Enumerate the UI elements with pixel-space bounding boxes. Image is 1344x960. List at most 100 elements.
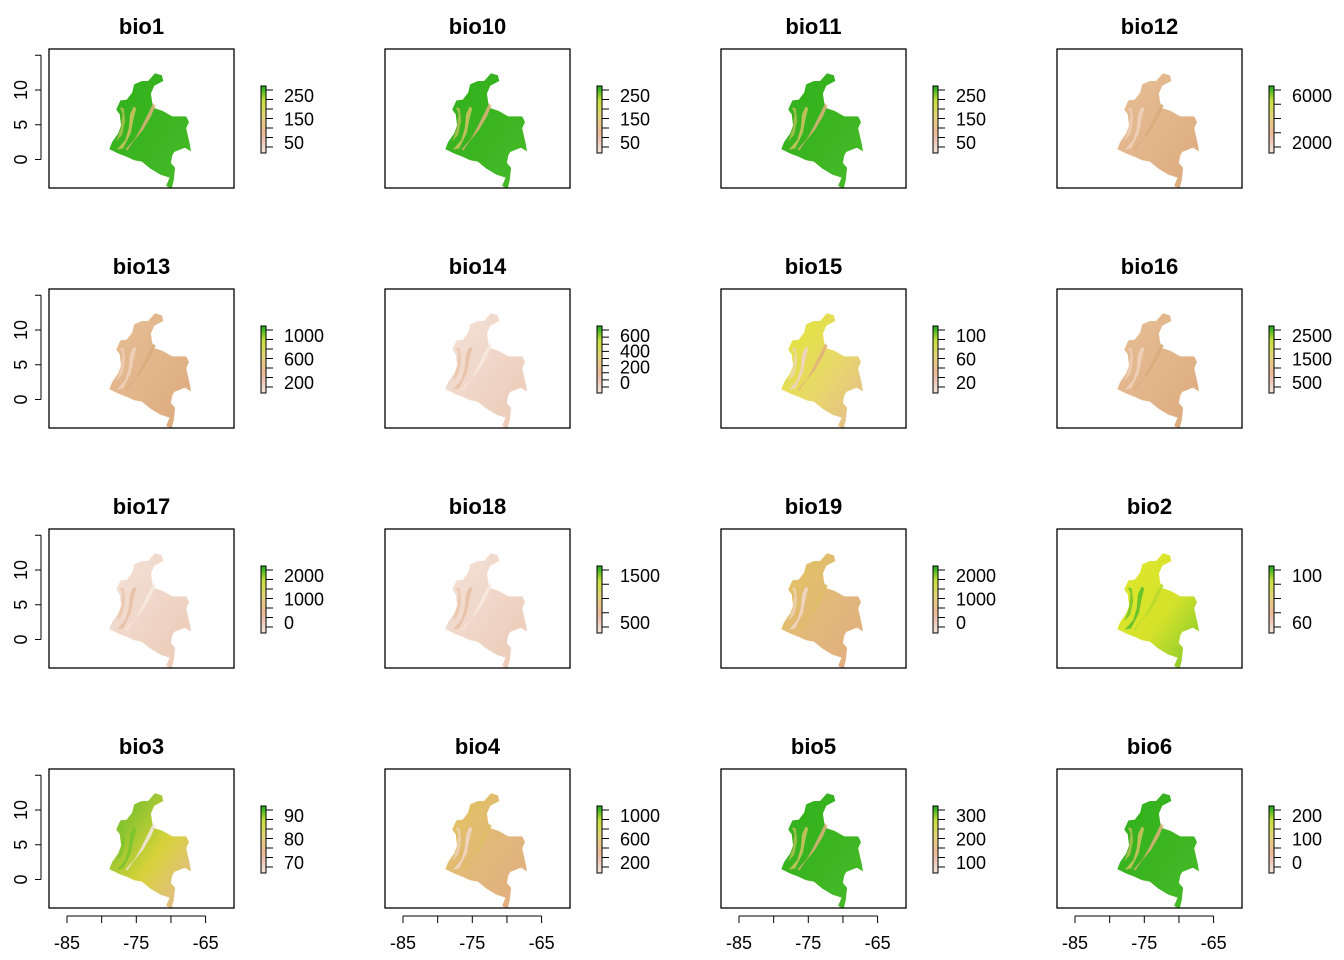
legend-bar	[596, 85, 603, 154]
plot-frame	[384, 528, 571, 669]
cordillera-band	[1133, 103, 1164, 151]
panel-title: bio3	[119, 734, 164, 759]
raster-map	[781, 553, 863, 669]
legend-bar	[1268, 805, 1275, 874]
plot-frame	[720, 48, 907, 189]
legend-label: 2000	[956, 566, 996, 586]
raster-map	[445, 793, 527, 909]
cordillera-band	[116, 586, 137, 630]
panel-title: bio12	[1121, 14, 1178, 39]
x-tick-label: -85	[390, 933, 416, 953]
panel-title: bio17	[113, 494, 170, 519]
cordillera-band	[116, 826, 137, 870]
plot-frame	[1056, 528, 1243, 669]
cordillera-band	[461, 583, 492, 631]
panel-title: bio15	[785, 254, 842, 279]
legend-label: 600	[620, 830, 650, 850]
cordillera-band	[797, 583, 828, 631]
x-tick-label: -75	[459, 933, 485, 953]
pacific-band	[1124, 347, 1134, 382]
legend-label: 1500	[620, 566, 660, 586]
pacific-band	[452, 107, 462, 142]
y-tick-label: 0	[11, 154, 31, 164]
y-tick-label: 5	[11, 600, 31, 610]
plot-frame	[1056, 48, 1243, 189]
cordillera-band	[116, 346, 137, 390]
legend-label: 2000	[1292, 133, 1332, 153]
raster-map	[109, 793, 191, 909]
cordillera-band	[452, 826, 473, 870]
cordillera-band	[1133, 583, 1164, 631]
plot-frame	[720, 768, 907, 909]
legend-label: 1500	[1292, 350, 1332, 370]
legend-label: 150	[956, 110, 986, 130]
legend-label: 80	[284, 830, 304, 850]
cordillera-band	[1133, 343, 1164, 391]
raster-map	[781, 73, 863, 189]
plot-frame	[48, 48, 235, 189]
legend-colorbar: 50 150 250	[260, 85, 314, 154]
map-panel: bio12 2000 6000	[1056, 14, 1332, 189]
legend-colorbar: 200 600 1000	[596, 805, 660, 874]
plot-frame	[1056, 768, 1243, 909]
map-panel: bio10 50 150 250	[384, 14, 650, 189]
raster-map	[109, 73, 191, 189]
map-panel: bio3 0 5 10 -85 -75 -65 70 80 90	[11, 734, 304, 953]
map-panel: bio16 500 1500 2500	[1056, 254, 1332, 429]
y-tick-label: 10	[11, 560, 31, 580]
raster-map	[445, 73, 527, 189]
cordillera-band	[461, 103, 492, 151]
cordillera-band	[788, 826, 809, 870]
raster-map	[781, 313, 863, 429]
y-axis: 0 5 10	[11, 294, 42, 405]
cordillera-band	[116, 106, 137, 150]
cordillera-band	[1124, 346, 1145, 390]
y-tick-label: 0	[11, 634, 31, 644]
panel-title: bio14	[449, 254, 507, 279]
pacific-band	[452, 347, 462, 382]
cordillera-band	[452, 106, 473, 150]
legend-bar	[1268, 565, 1275, 634]
x-axis: -85 -75 -65	[54, 915, 219, 953]
legend-colorbar: 70 80 90	[260, 805, 304, 874]
x-tick-label: -75	[795, 933, 821, 953]
x-tick-label: -75	[123, 933, 149, 953]
legend-label: 200	[956, 830, 986, 850]
legend-label: 0	[620, 373, 630, 393]
legend-label: 600	[620, 326, 650, 346]
legend-label: 150	[620, 110, 650, 130]
x-axis: -85 -75 -65	[390, 915, 555, 953]
legend-label: 1000	[284, 590, 324, 610]
legend-colorbar: 2000 6000	[1268, 85, 1332, 154]
y-tick-label: 0	[11, 394, 31, 404]
y-tick-label: 5	[11, 120, 31, 130]
legend-bar	[1268, 85, 1275, 154]
raster-map	[445, 313, 527, 429]
map-panel: bio11 50 150 250	[720, 14, 986, 189]
pacific-band	[116, 827, 126, 862]
legend-label: 50	[620, 133, 640, 153]
legend-label: 500	[620, 613, 650, 633]
legend-label: 50	[284, 133, 304, 153]
legend-bar	[596, 325, 603, 394]
panel-title: bio4	[455, 734, 501, 759]
legend-label: 2500	[1292, 326, 1332, 346]
plot-frame	[48, 288, 235, 429]
legend-colorbar: 200 600 1000	[260, 325, 324, 394]
legend-bar	[596, 805, 603, 874]
legend-label: 200	[620, 853, 650, 873]
legend-colorbar: 100 200 300	[932, 805, 986, 874]
x-tick-label: -65	[865, 933, 891, 953]
y-axis: 0 5 10	[11, 54, 42, 165]
legend-label: 500	[1292, 373, 1322, 393]
raster-map	[1117, 313, 1199, 429]
cordillera-band	[788, 346, 809, 390]
panel-title: bio6	[1127, 734, 1172, 759]
pacific-band	[116, 107, 126, 142]
raster-map	[781, 793, 863, 909]
legend-label: 400	[620, 342, 650, 362]
legend-bar	[260, 85, 267, 154]
cordillera-band	[1133, 823, 1164, 871]
